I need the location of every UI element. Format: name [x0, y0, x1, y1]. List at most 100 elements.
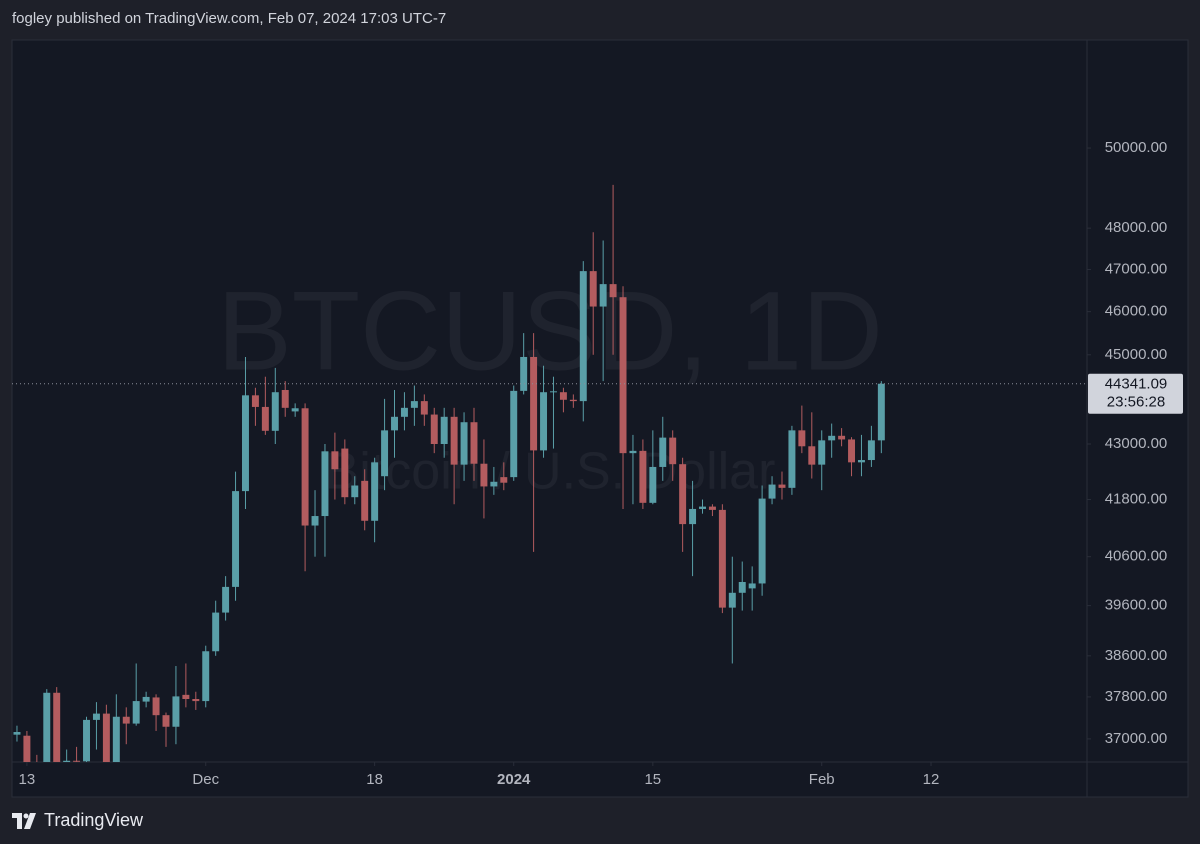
brand-icon	[12, 812, 36, 829]
candle-body	[162, 715, 170, 727]
candle-body	[619, 297, 627, 454]
candle-body	[659, 437, 667, 467]
candle-body	[73, 760, 81, 762]
candle-body	[102, 713, 110, 762]
plot-area	[13, 184, 885, 762]
candle-body	[222, 586, 230, 613]
candle-body	[321, 451, 329, 517]
x-tick-label: Feb	[809, 771, 835, 788]
candle-body	[212, 612, 220, 652]
candle-body	[867, 440, 875, 461]
candle-body	[152, 697, 160, 716]
candle-body	[510, 390, 518, 478]
candle-body	[301, 408, 309, 526]
candle-body	[589, 271, 597, 307]
watermark-description: Bitcoin / U.S. Dollar	[325, 443, 776, 501]
candle-body	[579, 271, 587, 402]
x-tick-label: 13	[19, 771, 36, 788]
candle-body	[460, 422, 468, 465]
y-tick-label: 45000.00	[1105, 346, 1168, 363]
candle-body	[857, 460, 865, 463]
candle-body	[43, 692, 51, 762]
candle-body	[122, 716, 130, 724]
candle-body	[808, 446, 816, 465]
candle-body	[530, 356, 538, 451]
candle-body	[420, 401, 428, 415]
candle-body	[778, 484, 786, 488]
y-tick-label: 43000.00	[1105, 435, 1168, 452]
watermark-symbol: BTCUSD, 1D	[217, 269, 883, 394]
candle-body	[788, 430, 796, 488]
x-tick-label: 12	[923, 771, 940, 788]
candle-body	[391, 416, 398, 431]
candle-body	[629, 450, 637, 454]
candle-body	[549, 391, 557, 393]
candle-body	[430, 414, 438, 444]
candle-body	[450, 416, 458, 465]
y-tick-label: 39600.00	[1105, 597, 1168, 614]
x-tick-label: 15	[644, 771, 661, 788]
candle-body	[271, 392, 279, 431]
candle-body	[828, 435, 836, 441]
candle-body	[311, 516, 319, 526]
countdown-label: 23:56:28	[1107, 394, 1165, 411]
candle-body	[13, 732, 21, 735]
candle-body	[738, 581, 746, 593]
candle-body	[818, 440, 826, 465]
y-tick-label: 40600.00	[1105, 548, 1168, 565]
candle-body	[848, 439, 856, 463]
candle-body	[728, 592, 736, 608]
last-price-badge	[1088, 373, 1183, 414]
candle-body	[540, 392, 548, 451]
candle-body	[381, 430, 389, 477]
candle-body	[440, 416, 448, 444]
brand-logo: TradingView	[12, 810, 143, 831]
y-tick-label: 41800.00	[1105, 491, 1168, 508]
chart-panel	[11, 39, 1189, 798]
candle-body	[92, 713, 100, 720]
y-tick-label: 47000.00	[1105, 260, 1168, 277]
candle-body	[758, 498, 766, 584]
candle-body	[679, 464, 687, 525]
candle-body	[609, 284, 617, 298]
y-tick-label: 37000.00	[1105, 730, 1168, 747]
candle-body	[341, 448, 349, 498]
publish-info: fogley published on TradingView.com, Feb…	[12, 10, 447, 27]
candle-body	[838, 435, 846, 440]
y-tick-label: 50000.00	[1105, 139, 1168, 156]
candle-body	[639, 450, 647, 503]
candle-body	[718, 509, 726, 608]
currency-button[interactable]: USD	[1093, 44, 1181, 74]
candle-body	[331, 451, 339, 470]
candle-body	[281, 389, 289, 408]
last-price-label: 44341.09	[1105, 376, 1168, 393]
candle-body	[351, 485, 359, 498]
x-tick-label: Dec	[192, 771, 219, 788]
y-tick-label: 48000.00	[1105, 219, 1168, 236]
candle-body	[83, 719, 90, 762]
candle-body	[599, 284, 607, 307]
candle-body	[689, 508, 697, 525]
candle-body	[699, 506, 706, 509]
candle-body	[63, 760, 71, 762]
candle-body	[649, 466, 657, 503]
candle-body	[748, 583, 756, 589]
candle-body	[400, 407, 408, 417]
candle-body	[202, 651, 210, 702]
candle-body	[669, 437, 677, 465]
candle-body	[291, 408, 299, 412]
candle-body	[53, 692, 61, 762]
candle-body	[480, 463, 488, 487]
candle-body	[132, 701, 140, 724]
candle-body	[768, 484, 776, 499]
candle-body	[261, 406, 269, 431]
candle-body	[708, 506, 716, 510]
y-tick-label: 38600.00	[1105, 647, 1168, 664]
candle-body	[182, 694, 190, 700]
candle-body	[23, 735, 31, 762]
candle-body	[142, 696, 150, 702]
candle-body	[410, 401, 418, 408]
candle-body	[490, 481, 498, 487]
